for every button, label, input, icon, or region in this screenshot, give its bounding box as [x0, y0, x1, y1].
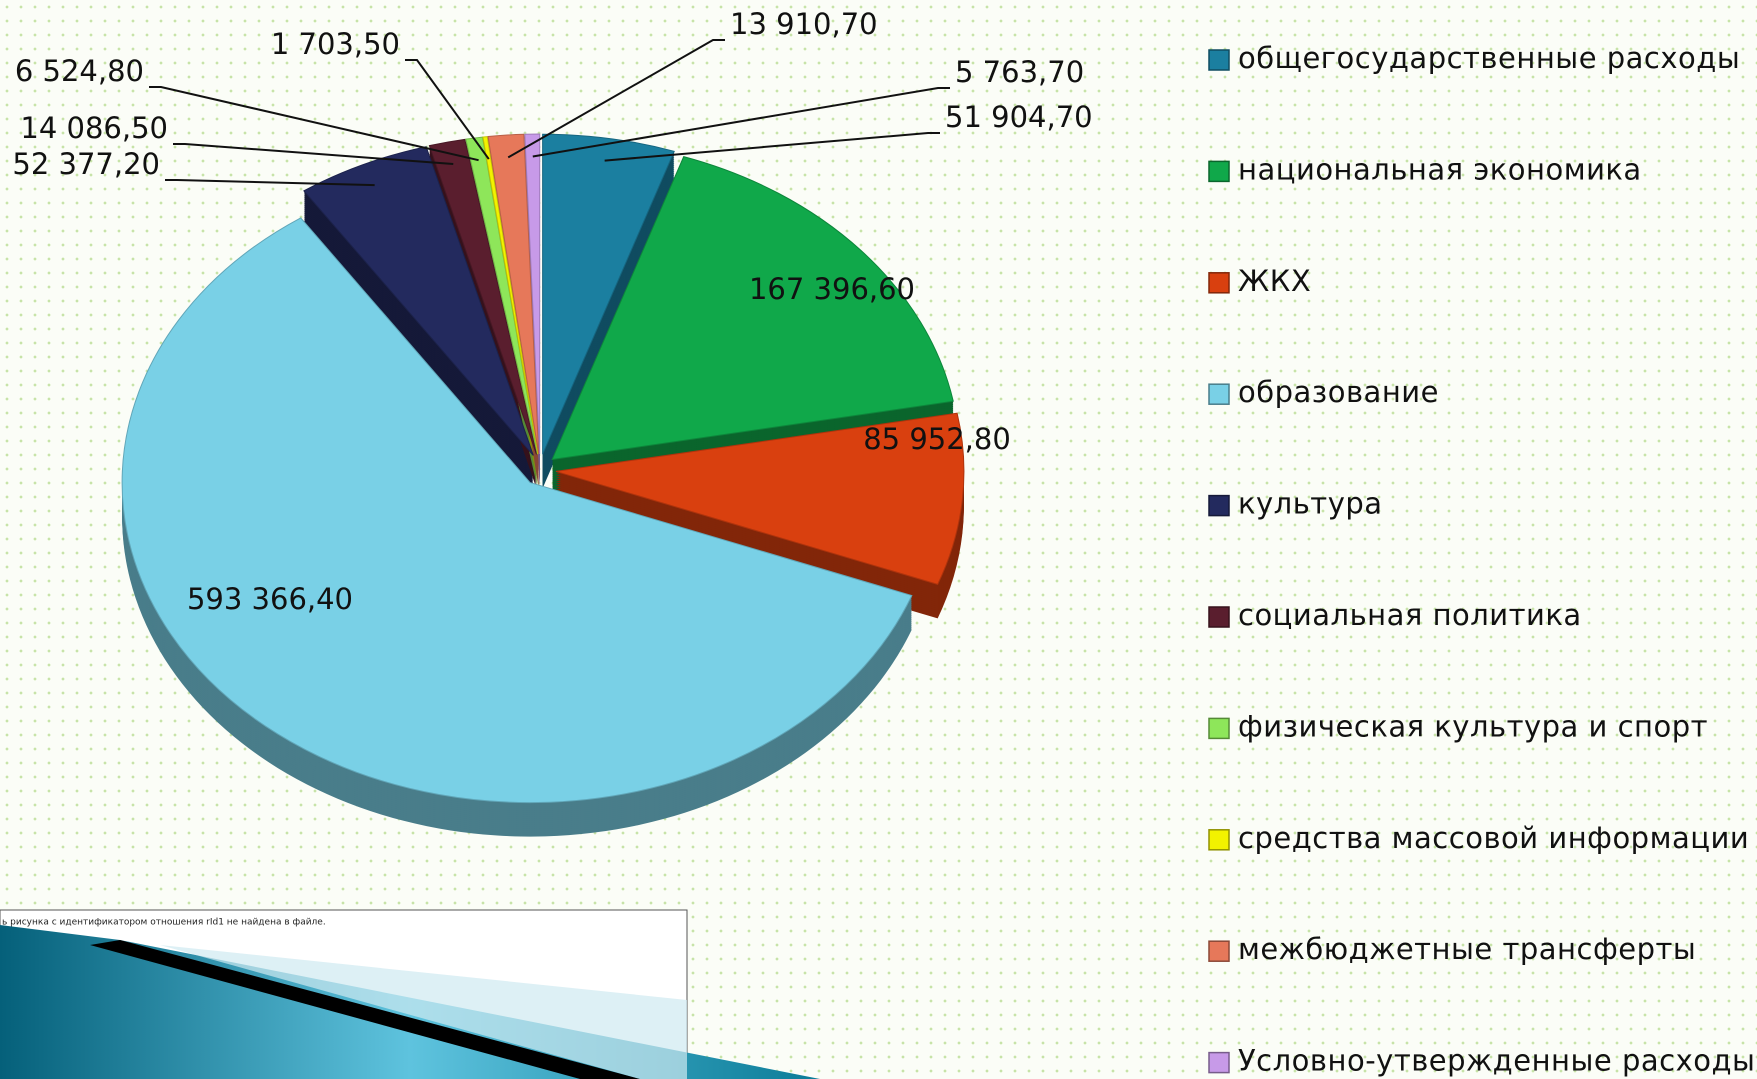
- legend-swatch: [1209, 50, 1229, 70]
- data-label: 14 086,50: [20, 111, 168, 145]
- legend-swatch: [1209, 1053, 1229, 1073]
- legend-swatch: [1209, 496, 1229, 516]
- data-label: 52 377,20: [12, 147, 160, 181]
- legend-swatch: [1209, 273, 1229, 293]
- legend-swatch: [1209, 718, 1229, 738]
- legend-label: социальная политика: [1238, 598, 1582, 632]
- legend-label: физическая культура и спорт: [1238, 709, 1708, 743]
- legend-label: ЖКХ: [1238, 264, 1311, 298]
- data-label: 6 524,80: [15, 54, 144, 88]
- legend-label: средства массовой информации: [1238, 821, 1749, 855]
- legend-swatch: [1209, 607, 1229, 627]
- data-label: 593 366,40: [187, 582, 353, 616]
- leader-line: [533, 88, 950, 156]
- legend-label: общегосударственные расходы: [1238, 41, 1740, 75]
- broken-image-text: ь рисунка с идентификатором отношения rI…: [2, 918, 326, 928]
- chart: ь рисунка с идентификатором отношения rI…: [0, 0, 1757, 1079]
- legend-swatch: [1209, 830, 1229, 850]
- page: {"chart_data": {"type": "pie", "categori…: [0, 0, 1757, 1079]
- leader-line: [149, 87, 479, 160]
- legend-label: межбюджетные трансферты: [1238, 932, 1696, 966]
- data-label: 13 910,70: [730, 7, 878, 41]
- legend-swatch: [1209, 384, 1229, 404]
- legend-label: образование: [1238, 375, 1439, 409]
- data-label: 85 952,80: [863, 422, 1011, 456]
- data-label: 51 904,70: [945, 100, 1093, 134]
- legend-label: культура: [1238, 487, 1383, 521]
- legend-swatch: [1209, 941, 1229, 961]
- legend-label: Условно-утвержденные расходы: [1238, 1044, 1755, 1078]
- data-label: 167 396,60: [749, 272, 915, 306]
- data-label: 5 763,70: [955, 55, 1084, 89]
- legend-label: национальная экономика: [1238, 152, 1642, 186]
- broken-image: ь рисунка с идентификатором отношения rI…: [0, 910, 820, 1079]
- data-label: 1 703,50: [271, 27, 400, 61]
- legend-swatch: [1209, 161, 1229, 181]
